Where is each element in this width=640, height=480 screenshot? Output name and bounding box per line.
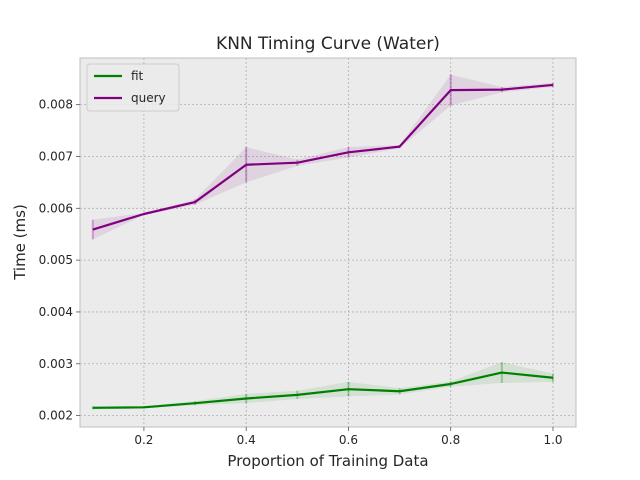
y-tick-label: 0.003 xyxy=(39,357,73,371)
series-line-query xyxy=(92,83,554,231)
y-tick-label: 0.004 xyxy=(39,305,73,319)
y-tick-label: 0.008 xyxy=(39,98,73,112)
legend: fit query xyxy=(86,63,180,112)
y-tick-label: 0.005 xyxy=(39,253,73,267)
x-tick-label: 0.6 xyxy=(339,433,358,447)
y-axis-label: Time (ms) xyxy=(11,204,29,281)
x-tick-label: 0.2 xyxy=(134,433,153,447)
y-tick-label: 0.006 xyxy=(39,201,73,215)
plot-frame xyxy=(79,57,577,428)
series-line-fit xyxy=(92,371,554,409)
y-tick-label: 0.007 xyxy=(39,149,73,163)
x-tick-label: 1.0 xyxy=(543,433,562,447)
legend-label-fit: fit xyxy=(131,69,144,83)
x-ticks: 0.2 0.4 0.6 0.8 1.0 xyxy=(134,427,563,447)
y-ticks: 0.002 0.003 0.004 0.005 0.006 0.007 0.008 xyxy=(39,98,80,423)
x-axis-label: Proportion of Training Data xyxy=(227,452,428,470)
plot-background xyxy=(80,58,576,427)
x-tick-label: 0.8 xyxy=(441,433,460,447)
legend-label-query: query xyxy=(131,91,166,105)
chart-title: KNN Timing Curve (Water) xyxy=(216,34,440,54)
series-lines xyxy=(92,83,554,409)
x-tick-label: 0.4 xyxy=(237,433,256,447)
std-band-fit xyxy=(92,362,553,410)
y-tick-label: 0.002 xyxy=(39,409,73,423)
